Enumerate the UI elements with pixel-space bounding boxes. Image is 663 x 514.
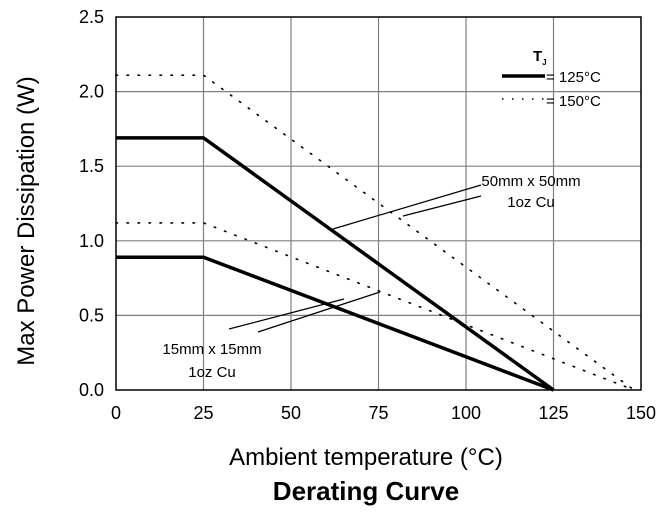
annotation-50mm-line1: 50mm x 50mm xyxy=(481,173,580,190)
y-tick-label: 1.0 xyxy=(79,231,104,251)
x-tick-label: 50 xyxy=(281,403,301,423)
annotation-50mm-line2: 1oz Cu xyxy=(507,194,555,211)
y-axis-title: Max Power Dissipation (W) xyxy=(13,76,40,365)
x-tick-label: 100 xyxy=(451,403,481,423)
x-tick-label: 0 xyxy=(111,403,121,423)
y-tick-label: 1.5 xyxy=(79,156,104,176)
series-line-tj150-2 xyxy=(115,74,635,391)
x-tick-label: 125 xyxy=(538,403,568,423)
legend-entry-125: = 125°C xyxy=(546,69,601,86)
grid xyxy=(116,17,641,390)
annotation-15mm-line1: 15mm x 15mm xyxy=(162,341,261,358)
leader-50mm-solid xyxy=(332,184,482,230)
legend: TJ = 125°C = 150°C xyxy=(502,48,601,110)
x-tick-label: 150 xyxy=(626,403,656,423)
series-line-tj125-1 xyxy=(116,255,555,392)
series-line-tj150-3 xyxy=(115,222,635,391)
y-tick-label: 2.0 xyxy=(79,82,104,102)
chart-title: Derating Curve xyxy=(273,476,459,506)
leader-50mm-dotted xyxy=(402,195,482,217)
y-tick-label: 0.0 xyxy=(79,380,104,400)
annotation-leaders xyxy=(228,184,482,333)
x-tick-label: 75 xyxy=(368,403,388,423)
y-tick-label: 0.5 xyxy=(79,305,104,325)
series-line-tj125-0 xyxy=(116,136,555,392)
leader-15mm-dotted xyxy=(257,291,381,333)
x-tick-label: 25 xyxy=(193,403,213,423)
y-tick-label: 2.5 xyxy=(79,7,104,27)
tick-labels: 0 25 50 75 100 125 150 0.0 0.5 1.0 1.5 2.0 2.5 xyxy=(79,7,656,423)
x-axis-title: Ambient temperature (°C) xyxy=(229,444,503,471)
plot-border xyxy=(115,16,642,391)
legend-entry-150: = 150°C xyxy=(546,93,601,110)
annotation-15mm-line2: 1oz Cu xyxy=(188,364,236,381)
series-group xyxy=(115,74,635,392)
leader-15mm-solid xyxy=(228,298,345,330)
legend-title: TJ xyxy=(533,48,547,67)
